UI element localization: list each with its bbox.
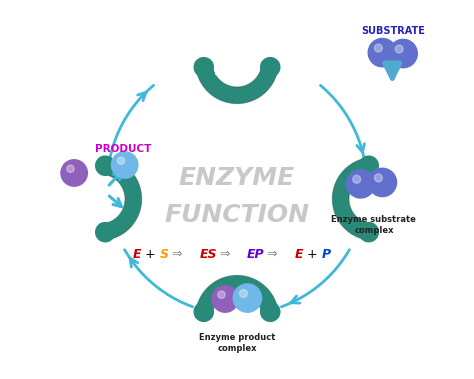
Text: Enzyme product
complex: Enzyme product complex [199, 333, 275, 352]
Circle shape [368, 168, 397, 197]
Circle shape [233, 284, 262, 312]
Circle shape [67, 165, 74, 172]
Polygon shape [195, 62, 279, 103]
Circle shape [389, 39, 417, 68]
Text: EP: EP [247, 248, 264, 261]
Polygon shape [193, 57, 214, 77]
Polygon shape [95, 222, 116, 243]
Circle shape [61, 160, 87, 186]
Text: +: + [141, 248, 160, 261]
Circle shape [218, 291, 225, 299]
Circle shape [374, 174, 383, 182]
Circle shape [374, 44, 383, 52]
Circle shape [111, 152, 138, 178]
Text: S: S [160, 248, 169, 261]
Text: ⇒: ⇒ [264, 248, 282, 261]
Text: PRODUCT: PRODUCT [95, 144, 152, 154]
Polygon shape [260, 57, 281, 77]
Text: ENZYME: ENZYME [179, 166, 295, 190]
Polygon shape [100, 157, 142, 241]
Polygon shape [95, 155, 116, 176]
Text: ⇒: ⇒ [216, 248, 234, 261]
Polygon shape [260, 302, 281, 322]
Text: +: + [303, 248, 321, 261]
Text: ES: ES [199, 248, 217, 261]
Text: SUBSTRATE: SUBSTRATE [361, 27, 425, 36]
Polygon shape [358, 222, 379, 243]
Text: Enzyme: Enzyme [215, 67, 259, 77]
Text: E: E [294, 248, 303, 261]
Polygon shape [358, 155, 379, 176]
Circle shape [239, 290, 247, 298]
Text: Enzyme substrate
complex: Enzyme substrate complex [331, 215, 416, 235]
Circle shape [212, 286, 238, 312]
Polygon shape [193, 302, 214, 322]
Polygon shape [332, 157, 374, 241]
Text: E: E [133, 248, 142, 261]
Circle shape [117, 157, 125, 164]
Circle shape [353, 175, 361, 183]
Polygon shape [195, 276, 279, 317]
Text: FUNCTION: FUNCTION [164, 204, 310, 227]
Circle shape [368, 38, 397, 67]
Text: ⇒: ⇒ [168, 248, 187, 261]
Text: P: P [321, 248, 330, 261]
Circle shape [395, 45, 403, 53]
Text: Enzyme: Enzyme [78, 204, 123, 215]
Circle shape [346, 170, 375, 198]
